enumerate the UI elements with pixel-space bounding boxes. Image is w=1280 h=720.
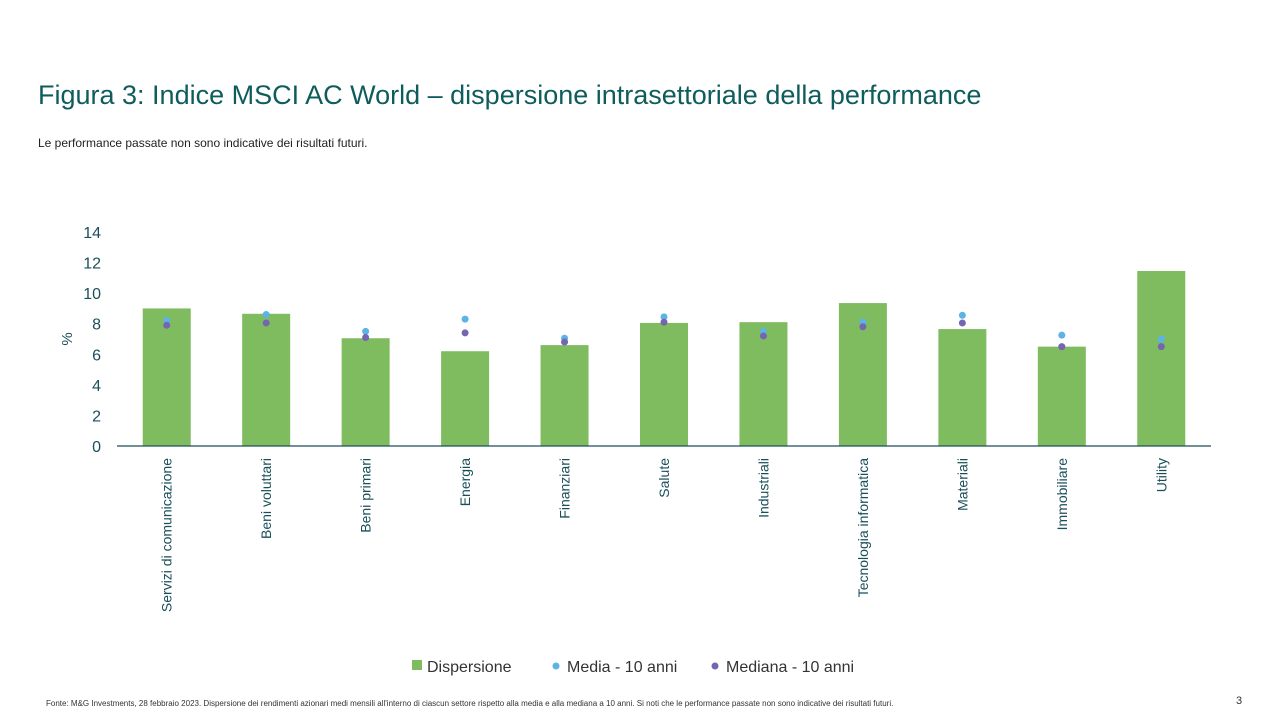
x-tick-label: Beni voluttari — [258, 458, 274, 539]
dot-media — [1157, 335, 1165, 343]
dot-mediana — [163, 321, 171, 329]
legend-label: Mediana - 10 anni — [726, 659, 854, 676]
dot-media — [660, 313, 668, 321]
x-tick-label: Beni primari — [358, 458, 374, 533]
dot-mediana — [262, 319, 270, 327]
dot-mediana — [859, 323, 867, 331]
legend-swatch-dispersione — [412, 660, 422, 670]
x-tick-label: Industriali — [755, 458, 771, 518]
page-number: 3 — [1236, 695, 1243, 707]
bar-dispersione — [640, 322, 688, 446]
bar-dispersione — [938, 329, 987, 446]
bar-dispersione — [1137, 270, 1186, 446]
legend-label: Dispersione — [427, 659, 512, 676]
subtitle: Le performance passate non sono indicati… — [38, 136, 368, 150]
y-axis-label: % — [59, 332, 76, 345]
legend-swatch-mediana — [711, 662, 719, 670]
x-tick-label: Finanziari — [557, 458, 573, 519]
dot-mediana — [660, 318, 668, 326]
y-tick-label: 2 — [92, 408, 101, 425]
x-tick-label: Salute — [656, 458, 672, 498]
bar-dispersione — [341, 338, 390, 446]
footer-source: Fonte: M&G Investments, 28 febbraio 2023… — [46, 699, 894, 708]
dot-media — [461, 315, 469, 323]
dot-mediana — [461, 329, 469, 337]
bar-dispersione — [441, 351, 490, 446]
y-tick-label: 12 — [83, 256, 101, 273]
x-tick-label: Immobiliare — [1054, 458, 1070, 531]
dot-mediana — [1157, 343, 1165, 351]
bar-dispersione — [142, 308, 191, 446]
x-tick-label: Servizi di comunicazione — [159, 458, 175, 612]
bar-dispersione — [739, 322, 788, 446]
y-tick-label: 14 — [83, 225, 101, 242]
bar-dispersione — [1037, 346, 1086, 446]
dot-media — [362, 327, 370, 335]
dot-media — [1058, 331, 1066, 339]
x-tick-label: Tecnologia informatica — [855, 458, 871, 598]
y-tick-label: 0 — [92, 439, 101, 456]
y-tick-label: 8 — [92, 317, 101, 334]
dot-mediana — [759, 332, 767, 340]
dot-mediana — [1058, 343, 1066, 351]
legend-swatch-media — [552, 662, 560, 670]
page-title: Figura 3: Indice MSCI AC World – dispers… — [38, 80, 982, 110]
bar-dispersione — [540, 345, 589, 446]
y-tick-label: 4 — [92, 378, 101, 395]
x-tick-label: Utility — [1153, 458, 1169, 492]
dot-media — [958, 311, 966, 319]
dot-mediana — [362, 333, 370, 341]
bar-dispersione — [242, 313, 291, 446]
legend-label: Media - 10 anni — [567, 659, 677, 676]
y-tick-label: 6 — [92, 347, 101, 364]
x-tick-label: Materiali — [954, 458, 970, 511]
dot-mediana — [561, 338, 569, 346]
x-tick-label: Energia — [457, 458, 473, 506]
dot-media — [262, 311, 270, 319]
dot-mediana — [958, 319, 966, 327]
y-tick-label: 10 — [83, 286, 101, 303]
